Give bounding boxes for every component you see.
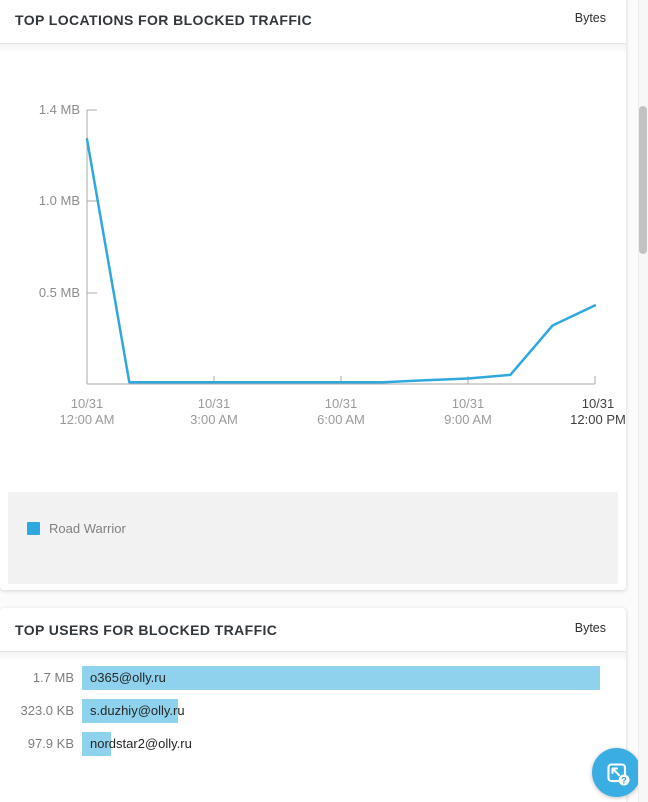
bar-value-label: 1.7 MB (32, 670, 74, 685)
bar-user-label: o365@olly.ru (90, 670, 166, 685)
bar-row: 323.0 KB s.duzhiy@olly.ru (0, 699, 626, 723)
x-tick-label: 10/31 3:00 AM (190, 396, 238, 427)
bar-value-label: 323.0 KB (20, 703, 75, 718)
y-tick-label: 0.5 MB (38, 285, 80, 300)
unit-label: Bytes (574, 11, 606, 25)
user-bar[interactable] (82, 732, 111, 756)
panel-header: TOP USERS FOR BLOCKED TRAFFIC Bytes (0, 608, 626, 661)
user-bar[interactable] (82, 699, 178, 723)
unit-label: Bytes (574, 621, 606, 635)
bar-user-label: nordstar2@olly.ru (90, 736, 192, 751)
panel-header: TOP LOCATIONS FOR BLOCKED TRAFFIC Bytes (0, 0, 626, 53)
chart-legend: Road Warrior (8, 492, 618, 584)
panel-title: TOP USERS FOR BLOCKED TRAFFIC (15, 622, 278, 638)
legend-swatch-icon (27, 522, 40, 535)
question-mark-badge: ? (621, 775, 627, 785)
bar-row: 97.9 KB nordstar2@olly.ru (0, 732, 626, 756)
bar-row: 1.7 MB o365@olly.ru (0, 666, 626, 690)
line-chart: 1.4 MB 1.0 MB 0.5 MB 10/31 12:00 AM 10/31… (0, 44, 626, 444)
scrollbar-track[interactable] (638, 0, 648, 802)
user-bar[interactable] (82, 666, 600, 690)
x-tick-label: 10/31 9:00 AM (444, 396, 492, 427)
panel-top-users: TOP USERS FOR BLOCKED TRAFFIC Bytes 1.7 … (0, 608, 626, 802)
scrollbar-thumb[interactable] (639, 106, 647, 254)
legend-label: Road Warrior (49, 521, 126, 536)
y-tick-label: 1.4 MB (38, 102, 80, 117)
y-tick-label: 1.0 MB (38, 193, 80, 208)
panel-top-locations: TOP LOCATIONS FOR BLOCKED TRAFFIC Bytes … (0, 0, 626, 584)
x-tick-label: 10/31 6:00 AM (317, 396, 365, 427)
help-button[interactable]: ? (592, 748, 641, 797)
series-road-warrior-line (85, 137, 597, 384)
line-chart-plot (85, 109, 597, 385)
expand-help-icon: ? (606, 762, 629, 785)
panel-title: TOP LOCATIONS FOR BLOCKED TRAFFIC (15, 12, 313, 28)
x-tick-label: 10/31 12:00 PM (570, 396, 626, 427)
bar-value-label: 97.9 KB (27, 736, 74, 751)
x-tick-label: 10/31 12:00 AM (59, 396, 115, 427)
bar-user-label: s.duzhiy@olly.ru (90, 703, 185, 718)
legend-item-road-warrior[interactable]: Road Warrior (27, 521, 126, 536)
